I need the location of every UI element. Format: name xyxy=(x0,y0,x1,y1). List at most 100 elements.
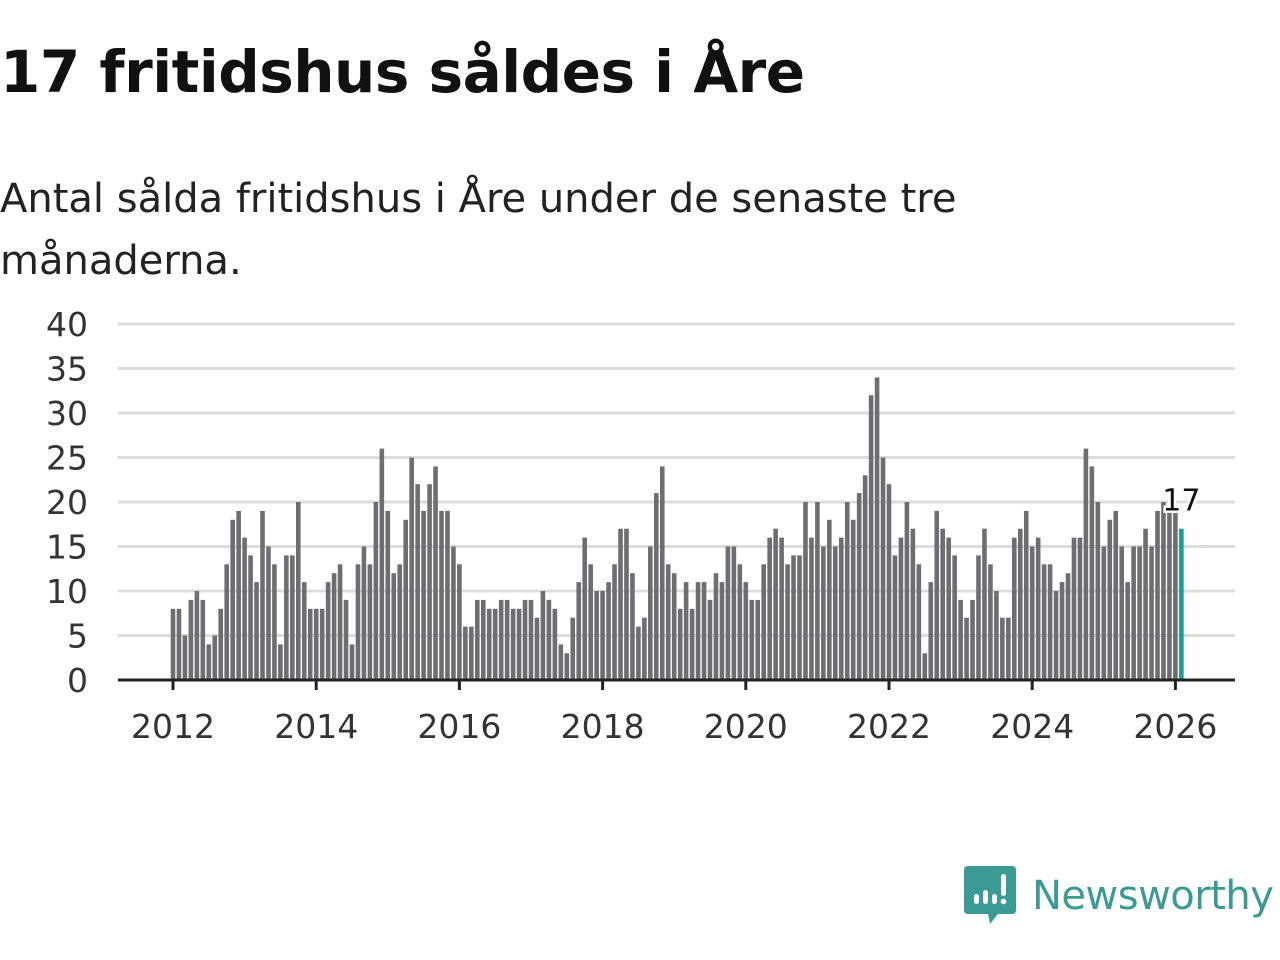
bar xyxy=(928,582,934,680)
y-tick-label: 15 xyxy=(46,528,88,567)
bar xyxy=(361,546,367,680)
newsworthy-logo: Newsworthy xyxy=(964,866,1274,926)
bar xyxy=(194,591,200,680)
bar xyxy=(433,466,438,680)
y-tick-label: 0 xyxy=(67,661,88,700)
bar xyxy=(510,608,516,680)
bar xyxy=(296,502,301,680)
bar xyxy=(874,377,880,680)
bar xyxy=(749,599,755,680)
bar-highlight xyxy=(1179,528,1184,680)
bar xyxy=(958,599,963,680)
bar xyxy=(695,582,701,680)
bar xyxy=(1071,537,1077,680)
bar xyxy=(301,582,307,680)
bar xyxy=(522,599,528,680)
bar xyxy=(576,582,582,680)
bar xyxy=(445,510,450,680)
bar xyxy=(492,608,498,680)
bar xyxy=(284,555,289,680)
bar xyxy=(558,644,564,680)
y-tick-label: 35 xyxy=(46,350,88,389)
bar xyxy=(922,653,928,680)
bar xyxy=(898,537,904,680)
bar xyxy=(1059,582,1065,680)
bar xyxy=(803,502,808,680)
bar xyxy=(707,599,713,680)
bar xyxy=(1173,510,1178,680)
bar xyxy=(773,528,778,680)
bar xyxy=(910,528,916,680)
bar xyxy=(331,573,337,680)
bar xyxy=(290,555,295,680)
bar xyxy=(1012,537,1017,680)
bar xyxy=(182,635,188,680)
bar xyxy=(1065,573,1071,680)
bar xyxy=(564,653,570,680)
bar xyxy=(970,599,975,680)
bar xyxy=(1095,502,1101,680)
bar xyxy=(391,573,397,680)
x-tick-label: 2014 xyxy=(274,707,358,746)
bar xyxy=(719,582,725,680)
bar xyxy=(994,591,999,680)
y-tick-label: 20 xyxy=(46,483,88,522)
brand-name: Newsworthy xyxy=(1032,873,1274,919)
bar xyxy=(1167,510,1172,680)
bar xyxy=(940,528,945,680)
bar xyxy=(409,457,414,680)
bars: 17 xyxy=(170,377,1203,680)
bar xyxy=(779,537,784,680)
bar xyxy=(540,591,546,680)
bar xyxy=(218,608,224,680)
bar xyxy=(1017,528,1023,680)
bar xyxy=(176,608,182,680)
bar xyxy=(1029,546,1035,680)
bar xyxy=(480,599,486,680)
bar xyxy=(200,599,206,680)
bar xyxy=(618,528,623,680)
bar xyxy=(701,582,707,680)
bar xyxy=(397,564,403,680)
bar xyxy=(582,537,587,680)
bar xyxy=(594,591,599,680)
bar xyxy=(1125,582,1130,680)
newsworthy-logo-icon xyxy=(964,866,1016,924)
bar xyxy=(1131,546,1136,680)
bar xyxy=(1047,564,1053,680)
bar xyxy=(224,564,229,680)
bar xyxy=(1113,510,1119,680)
bar xyxy=(570,617,576,680)
bar xyxy=(683,582,689,680)
bar xyxy=(886,484,892,680)
bar xyxy=(725,546,731,680)
bar xyxy=(1161,502,1166,680)
bar xyxy=(916,564,922,680)
bar xyxy=(212,635,218,680)
bar xyxy=(504,599,510,680)
bar xyxy=(373,502,379,680)
bar xyxy=(206,644,212,680)
bar xyxy=(844,502,850,680)
bar-chart: 17 0 5 10 15 20 25 30 35 40 2012 2014 2016 2018 2020 2… xyxy=(46,305,1235,746)
axes: 0 5 10 15 20 25 30 35 40 2012 2014 2016 2018 2020 2022… xyxy=(46,305,1235,746)
bar xyxy=(1143,528,1148,680)
bar xyxy=(528,599,534,680)
bar xyxy=(319,608,325,680)
bar xyxy=(475,599,480,680)
bar xyxy=(1041,564,1047,680)
bar xyxy=(815,502,820,680)
bar xyxy=(1119,546,1124,680)
bar xyxy=(1006,617,1011,680)
bar xyxy=(1137,546,1142,680)
bar xyxy=(976,555,981,680)
bar xyxy=(421,510,426,680)
bar xyxy=(343,599,349,680)
bar xyxy=(612,564,617,680)
y-tick-label: 10 xyxy=(46,572,88,611)
bar xyxy=(230,519,235,680)
bar xyxy=(1035,537,1041,680)
x-tick-label: 2018 xyxy=(561,707,645,746)
chart-title: 17 fritidshus såldes i Åre xyxy=(0,38,805,106)
bar xyxy=(833,546,838,680)
